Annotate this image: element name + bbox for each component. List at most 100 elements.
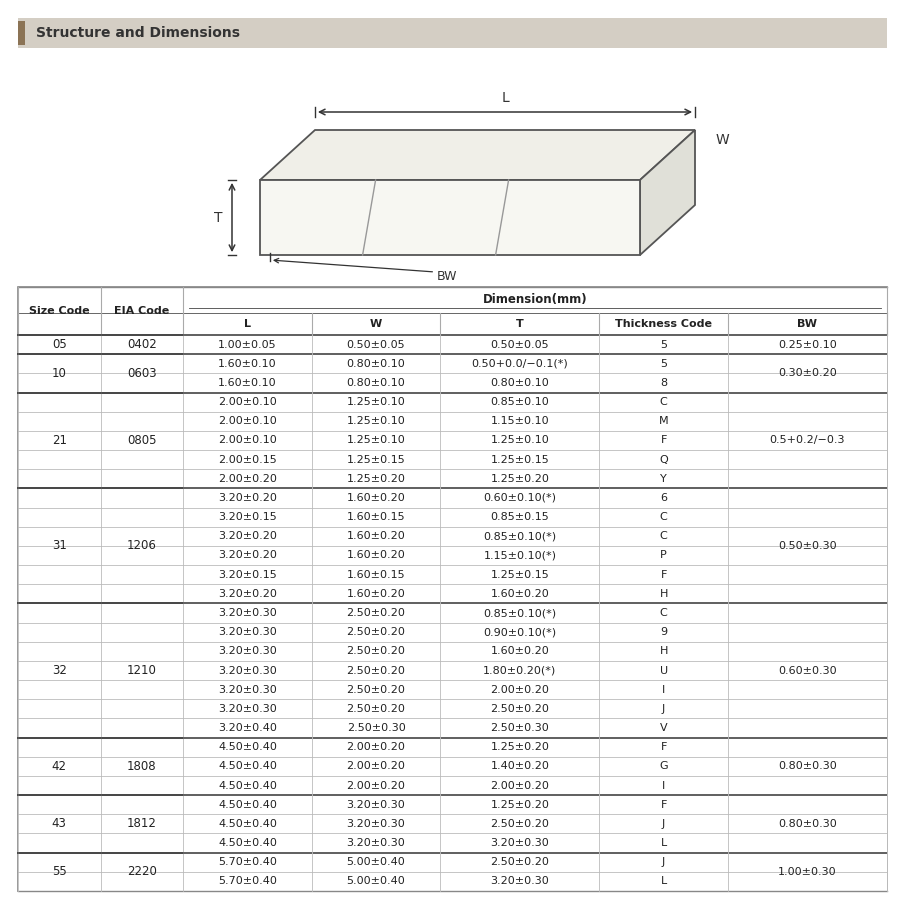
Text: 1.60±0.20: 1.60±0.20 <box>347 589 405 599</box>
Text: 3.20±0.20: 3.20±0.20 <box>218 531 277 541</box>
Text: 1.15±0.10: 1.15±0.10 <box>491 416 549 426</box>
Text: 1210: 1210 <box>127 664 157 677</box>
Bar <box>18 546 887 565</box>
Text: Thickness Code: Thickness Code <box>615 319 712 329</box>
Bar <box>18 604 887 623</box>
Text: 55: 55 <box>52 865 67 879</box>
Text: 1206: 1206 <box>127 539 157 552</box>
Text: U: U <box>660 665 668 675</box>
Text: 0.50±0.30: 0.50±0.30 <box>778 541 837 551</box>
Text: 1.60±0.20: 1.60±0.20 <box>347 493 405 503</box>
Bar <box>18 287 887 313</box>
Text: 4.50±0.40: 4.50±0.40 <box>218 819 277 829</box>
Text: 3.20±0.30: 3.20±0.30 <box>218 685 277 695</box>
Bar <box>18 527 887 546</box>
Text: 3.20±0.30: 3.20±0.30 <box>218 627 277 637</box>
Bar <box>18 287 887 891</box>
Text: W: W <box>370 319 382 329</box>
Text: V: V <box>660 723 668 733</box>
Bar <box>18 21 25 45</box>
Text: J: J <box>662 857 665 867</box>
Text: 0.80±0.30: 0.80±0.30 <box>778 819 837 829</box>
Text: 3.20±0.30: 3.20±0.30 <box>218 608 277 618</box>
Text: C: C <box>660 531 668 541</box>
Text: 4.50±0.40: 4.50±0.40 <box>218 742 277 752</box>
Text: 21: 21 <box>52 434 67 447</box>
Text: BW: BW <box>797 319 817 329</box>
Text: 2.00±0.10: 2.00±0.10 <box>218 435 277 445</box>
Bar <box>18 700 887 719</box>
Bar <box>18 738 887 757</box>
Bar <box>18 585 887 604</box>
Text: 1.60±0.15: 1.60±0.15 <box>347 569 405 580</box>
Text: 0.85±0.10(*): 0.85±0.10(*) <box>483 608 557 618</box>
Bar <box>18 872 887 891</box>
Text: 1.25±0.10: 1.25±0.10 <box>347 397 405 407</box>
Text: 4.50±0.40: 4.50±0.40 <box>218 800 277 810</box>
Text: 2.00±0.10: 2.00±0.10 <box>218 397 277 407</box>
Text: 0.80±0.10: 0.80±0.10 <box>347 378 405 388</box>
Text: 5.00±0.40: 5.00±0.40 <box>347 857 405 867</box>
Text: 0.60±0.10(*): 0.60±0.10(*) <box>483 493 557 503</box>
Text: L: L <box>661 876 667 886</box>
Bar <box>18 853 887 872</box>
Text: 2.50±0.30: 2.50±0.30 <box>347 723 405 733</box>
Bar <box>18 623 887 642</box>
Bar <box>18 795 887 814</box>
Text: 4.50±0.40: 4.50±0.40 <box>218 761 277 771</box>
Text: 2.00±0.15: 2.00±0.15 <box>218 454 277 464</box>
Text: 10: 10 <box>52 367 67 380</box>
Text: G: G <box>660 761 668 771</box>
Text: 5.00±0.40: 5.00±0.40 <box>347 876 405 886</box>
Text: F: F <box>661 742 667 752</box>
Text: 3.20±0.30: 3.20±0.30 <box>347 819 405 829</box>
Text: 0.30±0.20: 0.30±0.20 <box>778 368 837 378</box>
Text: 3.20±0.20: 3.20±0.20 <box>218 493 277 503</box>
Text: 0.80±0.10: 0.80±0.10 <box>347 358 405 368</box>
Bar <box>18 489 887 508</box>
Text: 1.00±0.05: 1.00±0.05 <box>218 339 277 349</box>
Text: 0.85±0.15: 0.85±0.15 <box>491 512 549 522</box>
Text: 2.50±0.20: 2.50±0.20 <box>491 704 549 714</box>
Text: 9: 9 <box>660 627 667 637</box>
Text: C: C <box>660 512 668 522</box>
Text: 1.60±0.20: 1.60±0.20 <box>347 531 405 541</box>
Text: 0.50+0.0/−0.1(*): 0.50+0.0/−0.1(*) <box>472 358 568 368</box>
Text: 0.60±0.30: 0.60±0.30 <box>778 665 837 675</box>
Text: 2.50±0.20: 2.50±0.20 <box>347 665 405 675</box>
Text: 5: 5 <box>660 358 667 368</box>
Bar <box>18 354 887 374</box>
Text: I: I <box>662 685 665 695</box>
Text: 0603: 0603 <box>127 367 157 380</box>
Text: 3.20±0.20: 3.20±0.20 <box>218 589 277 599</box>
Bar <box>18 776 887 795</box>
Text: 1.25±0.15: 1.25±0.15 <box>347 454 405 464</box>
Text: 5: 5 <box>660 339 667 349</box>
Text: 0.50±0.05: 0.50±0.05 <box>347 339 405 349</box>
Text: 3.20±0.30: 3.20±0.30 <box>218 646 277 656</box>
Text: 3.20±0.30: 3.20±0.30 <box>491 876 549 886</box>
Bar <box>18 642 887 661</box>
Text: M: M <box>659 416 669 426</box>
Text: Q: Q <box>659 454 668 464</box>
Text: 2.00±0.20: 2.00±0.20 <box>347 761 405 771</box>
Text: C: C <box>660 397 668 407</box>
Text: 3.20±0.30: 3.20±0.30 <box>347 800 405 810</box>
Text: 2.00±0.10: 2.00±0.10 <box>218 416 277 426</box>
Text: 43: 43 <box>52 817 67 831</box>
Text: 2.50±0.30: 2.50±0.30 <box>491 723 549 733</box>
Text: 2.50±0.20: 2.50±0.20 <box>347 704 405 714</box>
Text: L: L <box>244 319 251 329</box>
Text: 3.20±0.15: 3.20±0.15 <box>218 569 277 580</box>
Text: 0402: 0402 <box>127 338 157 351</box>
Text: 1.80±0.20(*): 1.80±0.20(*) <box>483 665 557 675</box>
Text: 1.40±0.20: 1.40±0.20 <box>491 761 549 771</box>
Bar <box>18 18 887 48</box>
Text: 2.50±0.20: 2.50±0.20 <box>347 646 405 656</box>
Text: 0805: 0805 <box>127 434 157 447</box>
Text: 5.70±0.40: 5.70±0.40 <box>218 857 277 867</box>
Text: F: F <box>661 800 667 810</box>
Text: 1808: 1808 <box>127 760 157 773</box>
Text: 3.20±0.30: 3.20±0.30 <box>491 838 549 848</box>
Text: 1.15±0.10(*): 1.15±0.10(*) <box>483 550 557 560</box>
